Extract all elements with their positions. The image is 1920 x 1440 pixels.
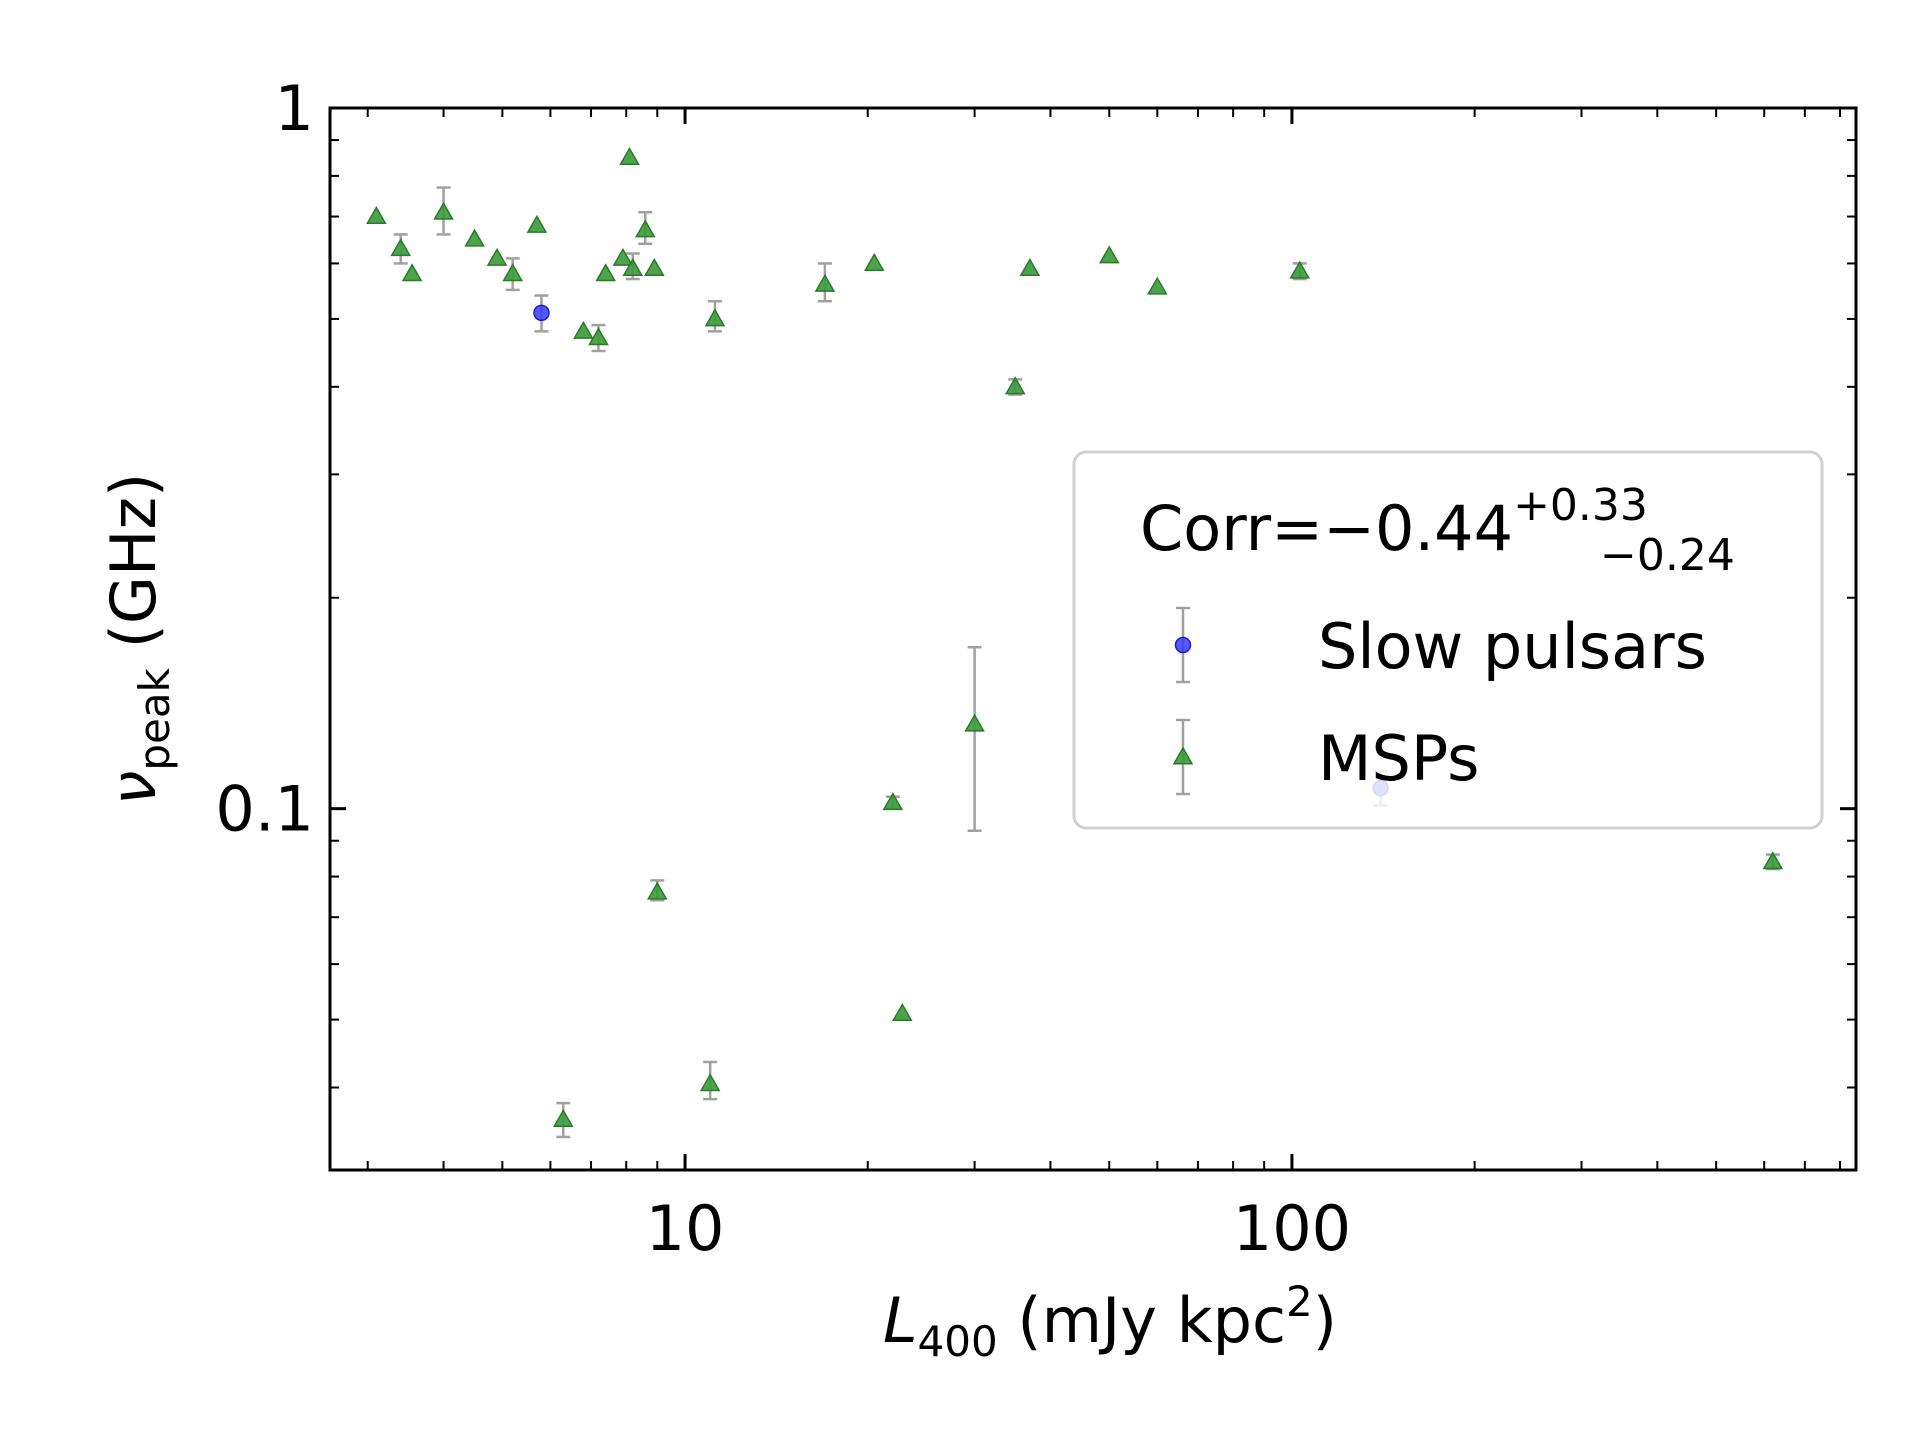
msp-point <box>588 327 609 346</box>
slow-pulsar-point <box>533 304 550 322</box>
msp-point <box>704 308 726 327</box>
msp-point <box>622 258 644 277</box>
msp-point <box>612 247 634 266</box>
msp-point <box>390 238 411 257</box>
ticks-layer: 10 100 0.1 1 <box>215 72 1856 1265</box>
msp-point <box>644 258 665 277</box>
y-axis-label-symbol: ν <box>97 771 170 806</box>
msp-point <box>552 1109 574 1128</box>
x-axis-label: L400 (mJy kpc2) <box>883 1277 1337 1366</box>
msp-point <box>1289 260 1311 279</box>
y-axis-label-subscript: peak <box>130 667 179 770</box>
msp-point <box>401 263 423 282</box>
x-tick-label: 100 <box>1233 1192 1351 1265</box>
msp-point <box>1762 851 1784 870</box>
legend-title-lower-error: −0.24 <box>1600 530 1735 581</box>
legend-msps-label: MSPs <box>1318 722 1479 795</box>
markers-layer <box>366 146 1784 1128</box>
msp-point <box>1019 258 1041 277</box>
x-axis-label-unit: (mJy kpc <box>998 1284 1286 1357</box>
msp-point <box>486 247 508 266</box>
x-axis-label-close: ) <box>1313 1284 1337 1357</box>
y-tick-label: 0.1 <box>215 773 314 846</box>
legend: Corr=−0.44+0.33 −0.24 Slow pulsars MSPs <box>1072 450 1824 830</box>
x-axis-label-symbol: L <box>883 1284 918 1357</box>
msp-point <box>366 206 387 225</box>
msp-point <box>635 219 656 238</box>
msp-point <box>1004 376 1026 395</box>
legend-slow-pulsars-label: Slow pulsars <box>1318 610 1707 683</box>
legend-title-upper-error: +0.33 <box>1513 480 1648 531</box>
msp-point <box>502 263 523 282</box>
x-axis-label-subscript: 400 <box>918 1317 998 1366</box>
msp-point <box>1147 276 1168 295</box>
legend-slow-dot <box>1174 636 1192 654</box>
y-tick-label: 1 <box>275 72 314 145</box>
x-tick-label: 10 <box>646 1192 725 1265</box>
legend-msp-triangle <box>1172 746 1194 765</box>
msp-point <box>699 1073 721 1092</box>
msp-errorbar <box>967 645 982 832</box>
msp-point <box>573 320 594 339</box>
msp-point <box>646 881 668 900</box>
msp-point <box>863 252 885 271</box>
plot-frame <box>328 106 1858 1172</box>
msp-point <box>891 1003 913 1022</box>
legend-slow-pulsars-marker <box>1174 606 1192 684</box>
msp-point <box>526 214 548 233</box>
msp-point <box>619 146 640 165</box>
msp-point <box>964 713 985 732</box>
legend-msps-marker <box>1172 718 1194 796</box>
msp-point <box>882 792 904 811</box>
y-axis-label-unit: (GHz) <box>97 473 170 668</box>
y-axis-label: νpeak (GHz) <box>97 473 179 806</box>
legend-box <box>1072 450 1824 830</box>
legend-title-main: Corr=−0.44 <box>1140 492 1513 565</box>
msp-point <box>464 228 485 247</box>
x-axis-label-superscript: 2 <box>1286 1277 1313 1326</box>
msp-point <box>595 263 616 282</box>
msp-point <box>433 201 454 220</box>
msp-point <box>1098 245 1120 264</box>
msp-point <box>814 273 836 292</box>
legend-title: Corr=−0.44+0.33 −0.24 <box>1140 480 1735 581</box>
